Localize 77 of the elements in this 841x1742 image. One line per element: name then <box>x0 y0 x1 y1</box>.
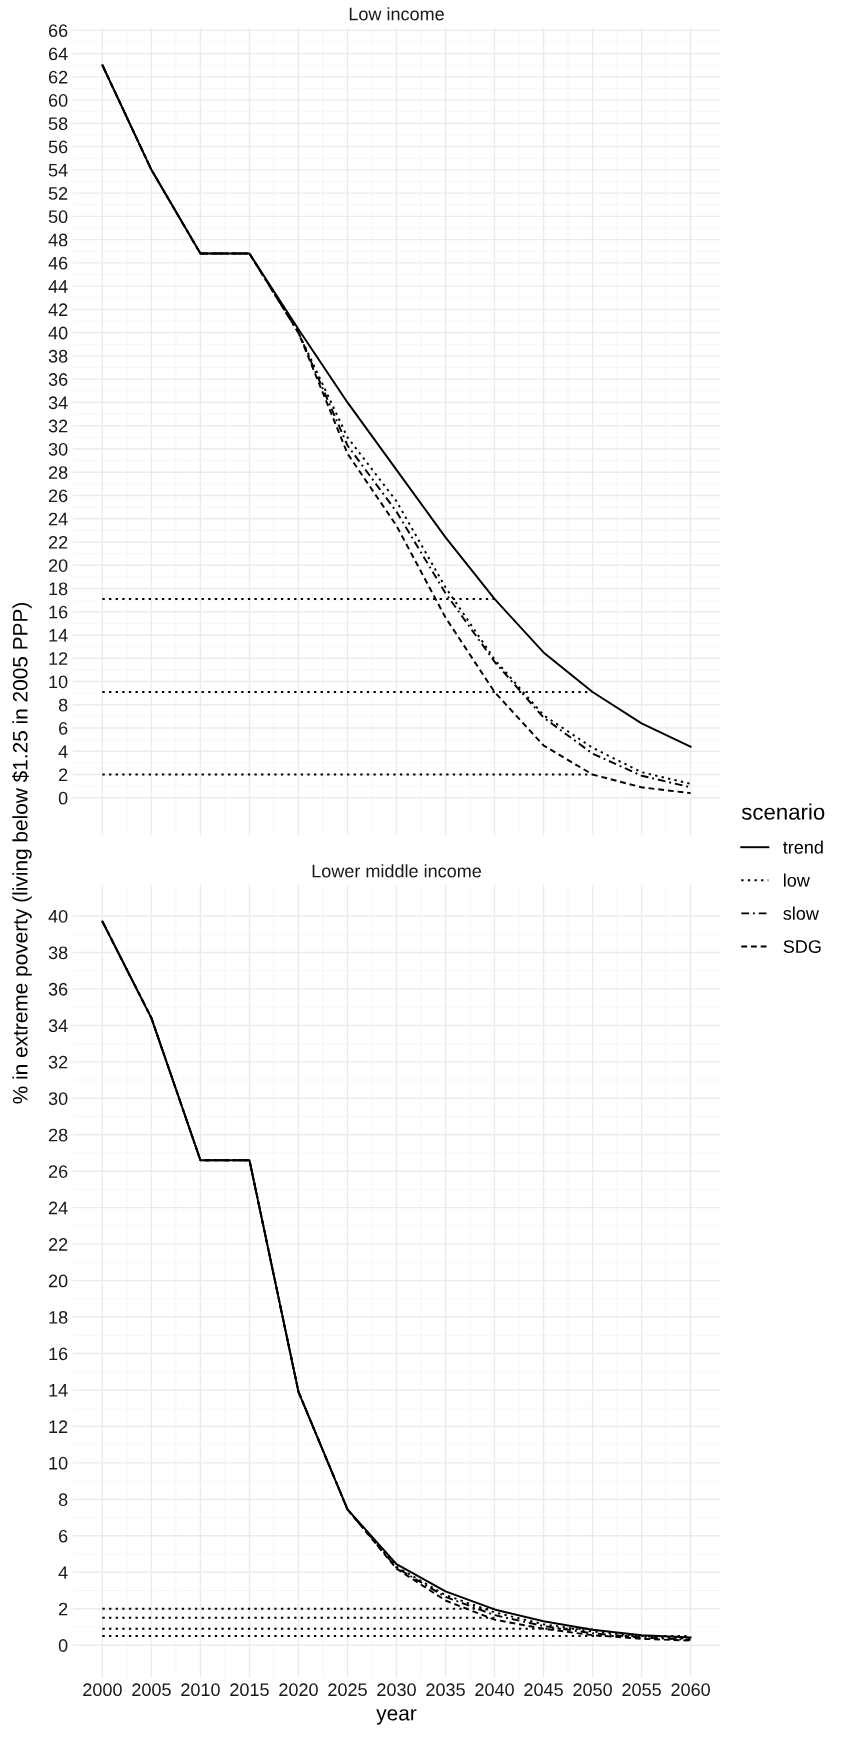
y-tick-label: 6 <box>59 1529 68 1543</box>
legend-label: slow <box>783 906 819 920</box>
y-tick-label: 22 <box>48 1238 68 1251</box>
y-tick-label: 56 <box>48 140 68 154</box>
y-tick-label: 8 <box>58 698 68 712</box>
y-tick-label: 38 <box>48 349 68 363</box>
y-tick-label: 4 <box>58 1566 68 1579</box>
y-tick-label: 36 <box>48 982 68 996</box>
x-tick-label: 2055 <box>622 1683 661 1697</box>
y-tick-label: 12 <box>49 652 68 665</box>
y-tick-label: 30 <box>48 442 68 456</box>
x-tick-label: 2000 <box>83 1683 122 1697</box>
y-tick-label: 54 <box>48 163 68 177</box>
y-tick-label: 2 <box>59 768 68 782</box>
y-tick-label: 0 <box>58 1639 68 1652</box>
y-tick-label: 28 <box>48 466 68 479</box>
y-tick-label: 34 <box>48 396 68 410</box>
chart-title: Low income <box>349 7 444 21</box>
legend-label: low <box>783 873 810 887</box>
y-tick-label: 14 <box>49 629 68 642</box>
y-tick-label: 38 <box>48 946 68 960</box>
x-tick-label: 2010 <box>181 1683 220 1697</box>
y-axis-title: % in extreme poverty (living below $1.25 in 2005 PPP) <box>12 602 32 1104</box>
legend-label: trend <box>783 840 823 854</box>
y-tick-label: 66 <box>48 24 68 38</box>
x-tick-label: 2035 <box>426 1683 465 1697</box>
y-tick-label: 52 <box>48 187 68 200</box>
y-tick-label: 18 <box>49 582 68 596</box>
x-tick-label: 2015 <box>230 1683 269 1697</box>
y-tick-label: 10 <box>49 1456 68 1470</box>
y-tick-label: 32 <box>48 1055 68 1069</box>
y-tick-label: 14 <box>49 1384 68 1397</box>
y-tick-label: 26 <box>48 1165 68 1178</box>
y-tick-label: 24 <box>48 1201 68 1215</box>
y-tick-label: 16 <box>49 605 68 619</box>
y-tick-label: 20 <box>48 559 68 572</box>
y-tick-label: 40 <box>48 909 68 923</box>
chart-title: Lower middle income <box>312 864 481 878</box>
y-tick-label: 60 <box>48 94 68 107</box>
y-tick-label: 0 <box>58 791 68 805</box>
x-tick-label: 2040 <box>475 1683 514 1697</box>
y-tick-label: 26 <box>48 489 68 503</box>
y-tick-label: 58 <box>48 117 68 131</box>
y-tick-label: 18 <box>49 1310 68 1324</box>
y-tick-label: 44 <box>48 280 68 293</box>
y-tick-label: 8 <box>58 1493 68 1507</box>
y-tick-label: 34 <box>48 1019 68 1033</box>
y-tick-label: 22 <box>48 535 68 549</box>
y-tick-label: 50 <box>48 210 68 224</box>
y-tick-label: 12 <box>49 1420 68 1433</box>
legend-label: SDG <box>783 940 821 953</box>
y-tick-label: 36 <box>48 373 68 386</box>
y-tick-label: 48 <box>48 233 68 247</box>
y-tick-label: 6 <box>59 721 68 735</box>
y-tick-label: 40 <box>48 326 68 340</box>
x-tick-label: 2005 <box>132 1683 171 1697</box>
y-tick-label: 28 <box>48 1128 68 1142</box>
y-tick-label: 62 <box>48 70 68 84</box>
y-tick-label: 24 <box>48 512 68 526</box>
y-tick-label: 32 <box>48 419 68 433</box>
y-tick-label: 2 <box>59 1602 68 1616</box>
x-axis-title: year <box>376 1709 417 1725</box>
y-tick-label: 64 <box>48 47 68 61</box>
x-tick-label: 2060 <box>671 1683 710 1697</box>
y-tick-label: 16 <box>49 1347 68 1361</box>
x-tick-label: 2020 <box>279 1683 318 1697</box>
legend-title: scenario <box>741 803 825 820</box>
x-tick-label: 2045 <box>524 1683 563 1697</box>
x-tick-label: 2050 <box>573 1683 612 1697</box>
y-tick-label: 10 <box>49 675 68 689</box>
x-tick-label: 2030 <box>377 1683 416 1697</box>
y-tick-label: 30 <box>48 1092 68 1106</box>
y-tick-label: 4 <box>58 745 68 758</box>
y-tick-label: 42 <box>48 303 68 316</box>
y-tick-label: 20 <box>48 1274 68 1288</box>
x-tick-label: 2025 <box>328 1683 367 1697</box>
y-tick-label: 46 <box>48 256 68 270</box>
